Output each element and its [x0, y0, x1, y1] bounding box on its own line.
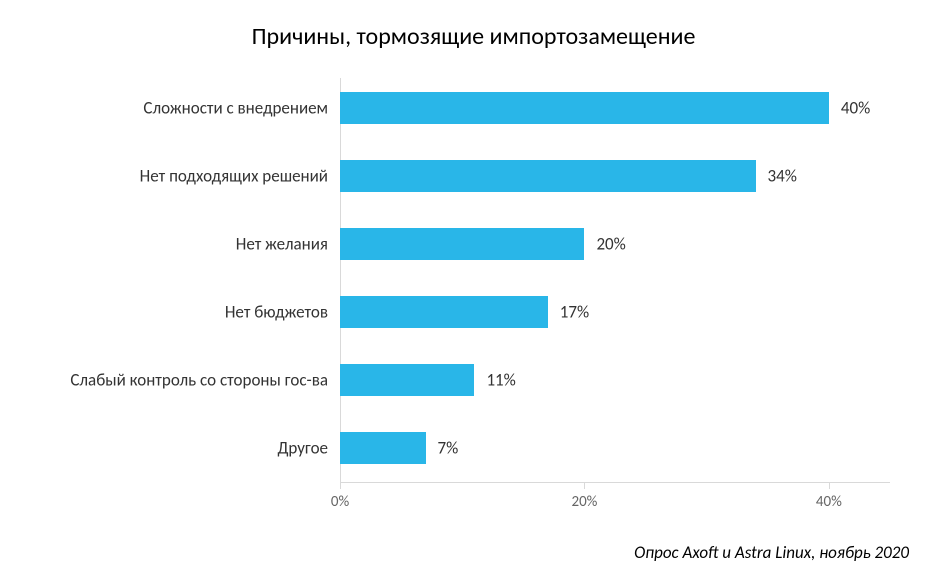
- value-label: 34%: [768, 166, 797, 187]
- x-tick-label: 40%: [816, 493, 842, 511]
- y-axis-line: [340, 78, 341, 483]
- bars-area: 0%20%40%: [340, 78, 890, 483]
- bar: [340, 432, 426, 464]
- category-label: Сложности с внедрением: [143, 98, 328, 119]
- x-tick: [340, 483, 341, 489]
- bar: [340, 228, 584, 260]
- chart-row: Другое 7%: [68, 428, 890, 468]
- category-label: Слабый контроль со стороны гос-ва: [70, 370, 328, 391]
- value-label: 7%: [438, 438, 459, 459]
- bar: [340, 296, 548, 328]
- bar: [340, 92, 829, 124]
- value-label: 11%: [486, 370, 515, 391]
- category-label: Нет подходящих решений: [140, 166, 328, 187]
- value-label: 40%: [841, 98, 870, 119]
- chart-row: Сложности с внедрением 40%: [68, 88, 890, 128]
- chart-row: Нет бюджетов 17%: [68, 292, 890, 332]
- chart-row: Слабый контроль со стороны гос-ва 11%: [68, 360, 890, 400]
- bar: [340, 364, 474, 396]
- x-tick-label: 20%: [571, 493, 597, 511]
- x-tick: [584, 483, 585, 489]
- category-label: Нет желания: [236, 234, 328, 255]
- chart-row: Нет желания 20%: [68, 224, 890, 264]
- chart-row: Нет подходящих решений 34%: [68, 156, 890, 196]
- category-label: Нет бюджетов: [225, 302, 328, 323]
- bar: [340, 160, 756, 192]
- plot-area: 0%20%40% Сложности с внедрением40%Нет по…: [68, 78, 890, 483]
- value-label: 17%: [560, 302, 589, 323]
- x-axis-line: [340, 482, 890, 483]
- x-tick: [829, 483, 830, 489]
- category-label: Другое: [277, 438, 328, 459]
- chart-container: Причины, тормозящие импортозамещение 0% 2…: [0, 0, 947, 579]
- chart-footnote: Опрос Axoft и Astra Linux, ноябрь 2020: [634, 542, 909, 563]
- value-label: 20%: [596, 234, 625, 255]
- chart-title: Причины, тормозящие импортозамещение: [0, 0, 947, 61]
- x-tick-label: 0%: [331, 493, 349, 511]
